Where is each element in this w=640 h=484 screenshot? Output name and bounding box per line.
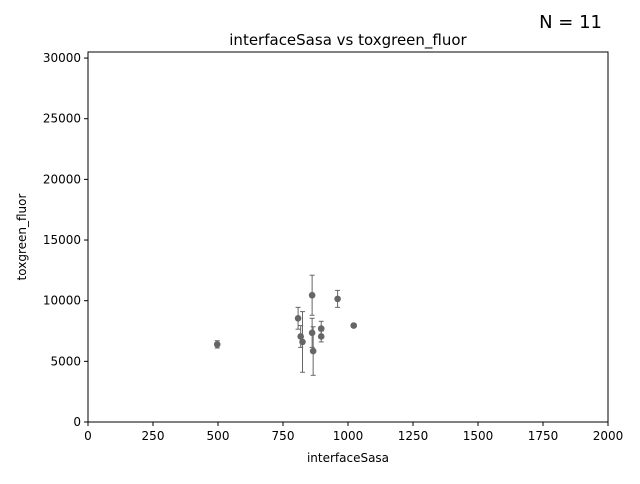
x-tick-label: 2000 xyxy=(593,429,624,443)
plot-area-frame xyxy=(87,51,609,423)
x-tick-label: 750 xyxy=(272,429,295,443)
x-axis-label: interfaceSasa xyxy=(307,451,389,465)
data-point xyxy=(350,322,358,329)
x-tick-label: 1000 xyxy=(333,429,364,443)
x-tick-label: 1500 xyxy=(463,429,494,443)
data-point xyxy=(317,325,325,332)
data-point xyxy=(299,338,306,346)
y-tick-label: 25000 xyxy=(43,112,81,126)
data-point xyxy=(213,341,221,348)
data-point xyxy=(294,314,302,322)
data-point xyxy=(334,295,341,303)
y-tick-label: 20000 xyxy=(43,172,81,186)
data-point xyxy=(309,347,317,355)
y-tick-label: 5000 xyxy=(50,354,81,368)
sample-size-label: N = 11 xyxy=(539,12,602,33)
y-axis-label: toxgreen_fluor xyxy=(15,194,29,281)
y-tick-label: 0 xyxy=(73,415,81,429)
x-tick-label: 0 xyxy=(84,429,92,443)
x-tick-label: 1250 xyxy=(398,429,429,443)
x-tick-label: 1750 xyxy=(528,429,559,443)
data-point xyxy=(308,329,316,337)
x-tick-label: 500 xyxy=(207,429,230,443)
data-point xyxy=(317,333,325,340)
chart-title: interfaceSasa vs toxgreen_fluor xyxy=(229,31,467,50)
x-tick-label: 250 xyxy=(142,429,165,443)
y-tick-label: 30000 xyxy=(43,51,81,65)
y-tick-label: 10000 xyxy=(43,294,81,308)
y-tick-label: 15000 xyxy=(43,233,81,247)
data-point xyxy=(308,291,316,299)
